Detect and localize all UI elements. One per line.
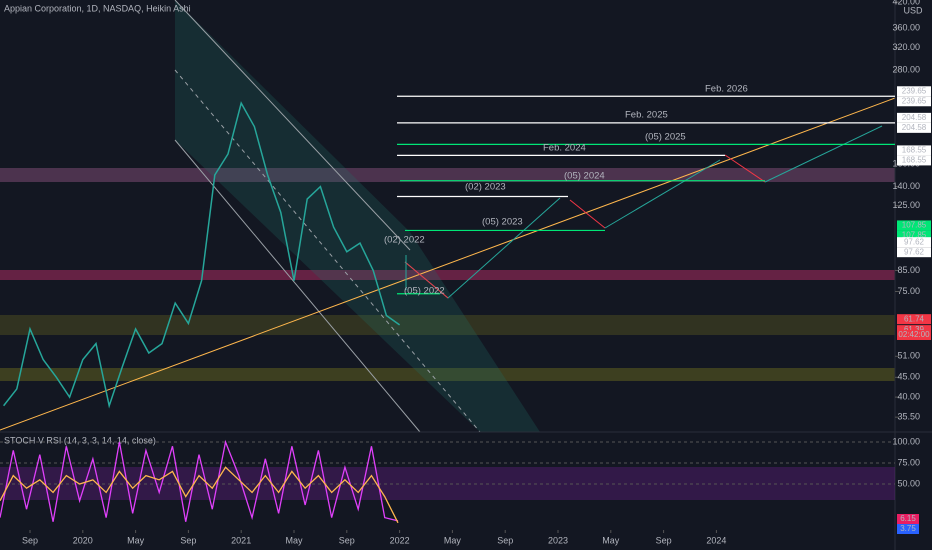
x-tick-label: May bbox=[127, 535, 145, 545]
projection bbox=[604, 159, 721, 229]
y-tick-label: 125.00 bbox=[892, 200, 920, 210]
currency: USD bbox=[903, 5, 923, 15]
y-tick-label: 140.00 bbox=[892, 181, 920, 191]
indicator-title: STOCH V RSI (14, 3, 3, 14, 14, close) bbox=[4, 435, 156, 445]
y-tick-label: 360.00 bbox=[892, 22, 920, 32]
price-line bbox=[3, 101, 401, 409]
y-tick-label: 320.00 bbox=[892, 42, 920, 52]
annotation: (05) 2025 bbox=[645, 132, 686, 143]
rsi-line bbox=[0, 466, 399, 524]
x-tick-label: 2023 bbox=[548, 535, 568, 545]
price-label: 107.85 bbox=[902, 221, 927, 230]
rsi-value-box bbox=[897, 514, 919, 524]
x-tick-label: Sep bbox=[180, 535, 196, 545]
price-label: 97.62 bbox=[904, 237, 925, 246]
channel-line bbox=[174, 0, 411, 251]
price-label: 61.39 bbox=[904, 325, 925, 334]
rsi-band bbox=[0, 467, 895, 500]
zone bbox=[0, 270, 895, 280]
price-label-box bbox=[897, 155, 931, 166]
channel bbox=[175, 0, 540, 432]
countdown-box bbox=[897, 330, 931, 340]
annotation: (02) 2022 bbox=[384, 235, 425, 246]
x-tick-label: Sep bbox=[656, 535, 672, 545]
projection bbox=[404, 261, 449, 299]
price-label: 97.62 bbox=[904, 247, 925, 256]
price-label: 168.55 bbox=[902, 156, 927, 165]
rsi-line bbox=[0, 439, 399, 522]
annotation: (05) 2023 bbox=[482, 217, 523, 228]
rsi-value-label: 6.15 bbox=[900, 514, 916, 523]
x-tick-label: 2024 bbox=[706, 535, 726, 545]
projection bbox=[724, 154, 766, 183]
x-tick-label: May bbox=[444, 535, 462, 545]
x-tick-label: Sep bbox=[339, 535, 355, 545]
price-label-box bbox=[897, 96, 931, 107]
y-tick-label: 35.50 bbox=[897, 412, 920, 422]
rsi-value-box bbox=[897, 524, 919, 534]
price-label-box bbox=[897, 112, 931, 123]
price-label: 239.65 bbox=[902, 96, 927, 105]
x-tick-label: May bbox=[285, 535, 303, 545]
rsi-tick-label: 50.00 bbox=[897, 478, 920, 488]
annotation: Feb. 2026 bbox=[705, 84, 748, 95]
price-label: 204.58 bbox=[902, 123, 927, 132]
zone bbox=[0, 315, 895, 335]
x-tick-label: Sep bbox=[22, 535, 38, 545]
annotation: (05) 2022 bbox=[404, 286, 445, 297]
price-label-box bbox=[897, 247, 931, 258]
price-label-box bbox=[897, 122, 931, 133]
price-label-box bbox=[897, 237, 931, 248]
price-label: 107.85 bbox=[902, 231, 927, 240]
annotation: Feb. 2024 bbox=[543, 143, 586, 154]
y-tick-label: 51.00 bbox=[897, 351, 920, 361]
y-tick-label: 280.00 bbox=[892, 64, 920, 74]
y-tick-label: 75.00 bbox=[897, 286, 920, 296]
rsi-tick-label: 75.00 bbox=[897, 457, 920, 467]
zone bbox=[0, 168, 895, 182]
price-label-box bbox=[897, 314, 931, 325]
price-label: 204.58 bbox=[902, 113, 927, 122]
price-label-box bbox=[897, 230, 931, 241]
price-label-box bbox=[897, 86, 931, 97]
price-label: 239.65 bbox=[902, 86, 927, 95]
y-tick-label: 40.00 bbox=[897, 391, 920, 401]
chart-title: Appian Corporation, 1D, NASDAQ, Heikin A… bbox=[4, 3, 191, 13]
zone bbox=[0, 368, 895, 381]
annotation: (02) 2023 bbox=[465, 182, 506, 193]
trend-line bbox=[0, 97, 896, 431]
x-tick-label: May bbox=[602, 535, 620, 545]
price-label: 168.55 bbox=[902, 146, 927, 155]
y-tick-label: 420.00 bbox=[892, 0, 920, 6]
channel-line bbox=[174, 139, 421, 433]
projection bbox=[764, 125, 883, 183]
y-tick-label: 85.00 bbox=[897, 265, 920, 275]
price-label-box bbox=[897, 220, 931, 231]
annotation: Feb. 2025 bbox=[625, 110, 668, 121]
projection bbox=[569, 199, 606, 229]
price-label-box bbox=[897, 145, 931, 156]
channel-mid bbox=[174, 69, 481, 433]
y-tick-label: 45.00 bbox=[897, 372, 920, 382]
price-label: 61.74 bbox=[904, 314, 925, 323]
x-tick-label: 2020 bbox=[73, 535, 93, 545]
countdown: 02:42:00 bbox=[898, 330, 930, 339]
rsi-value-label: 3.75 bbox=[900, 524, 916, 533]
x-tick-label: Sep bbox=[497, 535, 513, 545]
annotation: (05) 2024 bbox=[564, 171, 605, 182]
x-tick-label: 2022 bbox=[390, 535, 410, 545]
x-tick-label: 2021 bbox=[231, 535, 251, 545]
rsi-tick-label: 100.00 bbox=[892, 436, 920, 446]
